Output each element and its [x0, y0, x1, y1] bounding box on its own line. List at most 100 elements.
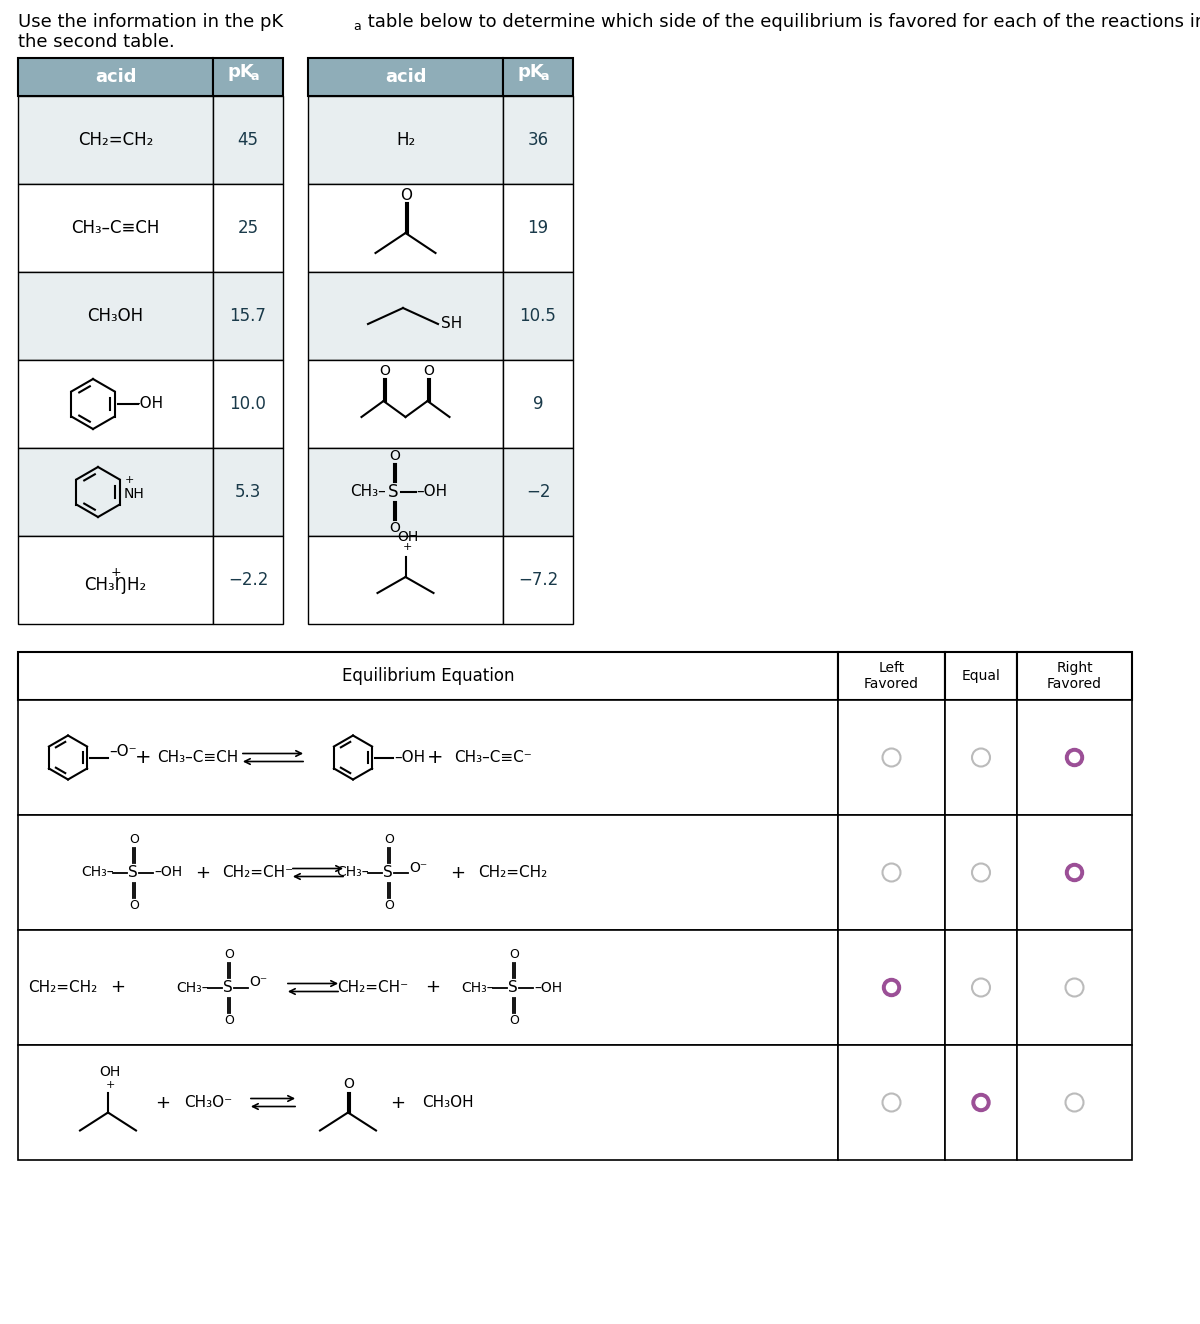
Bar	[214, 184, 283, 271]
Bar	[308, 360, 503, 448]
Text: CH₃O⁻: CH₃O⁻	[184, 1095, 232, 1110]
Circle shape	[887, 982, 896, 993]
Bar	[946, 929, 1018, 1045]
Bar	[18, 700, 838, 816]
Text: O⁻: O⁻	[409, 861, 427, 874]
Text: 9: 9	[533, 395, 544, 413]
Text: NH: NH	[124, 487, 145, 500]
Text: +: +	[106, 1079, 115, 1090]
Text: +: +	[403, 542, 412, 552]
Text: O: O	[389, 449, 400, 463]
Text: O: O	[424, 364, 434, 377]
Text: CH₂=CH₂: CH₂=CH₂	[78, 131, 154, 150]
Text: pK: pK	[228, 64, 254, 81]
Text: O: O	[130, 899, 139, 912]
Text: CH₃–C≡CH: CH₃–C≡CH	[71, 218, 160, 237]
Text: +: +	[450, 863, 466, 882]
Text: CH₃–C≡CH: CH₃–C≡CH	[157, 749, 239, 765]
Bar	[503, 97, 574, 184]
Text: 45: 45	[238, 131, 258, 150]
Circle shape	[976, 1098, 986, 1107]
Text: S: S	[383, 865, 392, 880]
Bar	[838, 651, 946, 700]
Bar	[1018, 700, 1132, 816]
Text: +: +	[134, 748, 151, 767]
Text: +: +	[156, 1094, 170, 1112]
Text: CH₃–: CH₃–	[336, 866, 368, 879]
Bar	[18, 360, 214, 448]
Text: −2: −2	[526, 483, 551, 500]
Bar	[838, 1045, 946, 1160]
Bar	[18, 184, 214, 271]
Text: +: +	[427, 748, 443, 767]
Text: a: a	[353, 20, 361, 33]
Circle shape	[1066, 863, 1084, 882]
Text: CH₂=CH₂: CH₂=CH₂	[29, 980, 97, 996]
Bar	[18, 1045, 838, 1160]
Text: 19: 19	[528, 218, 548, 237]
Circle shape	[1069, 752, 1080, 763]
Text: O: O	[130, 833, 139, 846]
Bar	[18, 271, 214, 360]
Text: –OH: –OH	[394, 749, 425, 765]
Text: +: +	[110, 978, 126, 997]
Text: Equilibrium Equation: Equilibrium Equation	[342, 667, 515, 685]
Text: 36: 36	[528, 131, 548, 150]
Text: S: S	[128, 865, 138, 880]
Text: +: +	[426, 978, 440, 997]
Bar	[308, 97, 503, 184]
Bar	[503, 360, 574, 448]
Text: –OH: –OH	[534, 981, 562, 994]
Bar	[308, 448, 503, 536]
Text: CH₂=CH⁻: CH₂=CH⁻	[222, 865, 294, 880]
Text: CH₃–: CH₃–	[461, 981, 493, 994]
Bar	[838, 929, 946, 1045]
Bar	[946, 816, 1018, 929]
Text: −7.2: −7.2	[518, 571, 558, 589]
Text: OH: OH	[100, 1066, 121, 1079]
Text: 25: 25	[238, 218, 258, 237]
Text: OH: OH	[397, 530, 418, 544]
Bar	[503, 184, 574, 271]
Bar	[308, 271, 503, 360]
Bar	[214, 536, 283, 624]
Text: –OH: –OH	[154, 866, 182, 879]
Bar	[838, 816, 946, 929]
Text: O: O	[401, 188, 413, 203]
Text: CH₃–: CH₃–	[350, 485, 386, 499]
Text: O⁻: O⁻	[250, 976, 268, 989]
Text: CH₃–: CH₃–	[176, 981, 209, 994]
Text: SH: SH	[442, 316, 462, 331]
Bar	[18, 97, 214, 184]
Bar	[946, 651, 1018, 700]
Bar	[503, 271, 574, 360]
Bar	[18, 536, 214, 624]
Text: Use the information in the pK: Use the information in the pK	[18, 13, 283, 30]
Text: O: O	[343, 1078, 354, 1091]
Text: CH₃OH: CH₃OH	[88, 307, 144, 324]
Text: O: O	[224, 1014, 234, 1027]
Bar	[214, 271, 283, 360]
Text: –OH: –OH	[132, 396, 163, 412]
Text: CH₃OH: CH₃OH	[422, 1095, 474, 1110]
Text: O: O	[509, 948, 518, 961]
Text: 15.7: 15.7	[229, 307, 266, 324]
Bar	[18, 448, 214, 536]
Text: –OH: –OH	[416, 485, 448, 499]
Text: CH₃–: CH₃–	[82, 866, 114, 879]
Text: acid: acid	[385, 68, 426, 86]
Text: acid: acid	[95, 68, 137, 86]
Bar	[308, 536, 503, 624]
Text: CH₃–C≡C⁻: CH₃–C≡C⁻	[454, 749, 532, 765]
Text: table below to determine which side of the equilibrium is favored for each of th: table below to determine which side of t…	[362, 13, 1200, 30]
Text: H₂: H₂	[396, 131, 415, 150]
Bar	[946, 1045, 1018, 1160]
Bar	[18, 816, 838, 929]
Bar	[1018, 816, 1132, 929]
Bar	[503, 448, 574, 536]
Text: +: +	[390, 1094, 406, 1112]
Text: 5.3: 5.3	[235, 483, 262, 500]
Text: O: O	[509, 1014, 518, 1027]
Bar	[214, 448, 283, 536]
Bar	[946, 700, 1018, 816]
